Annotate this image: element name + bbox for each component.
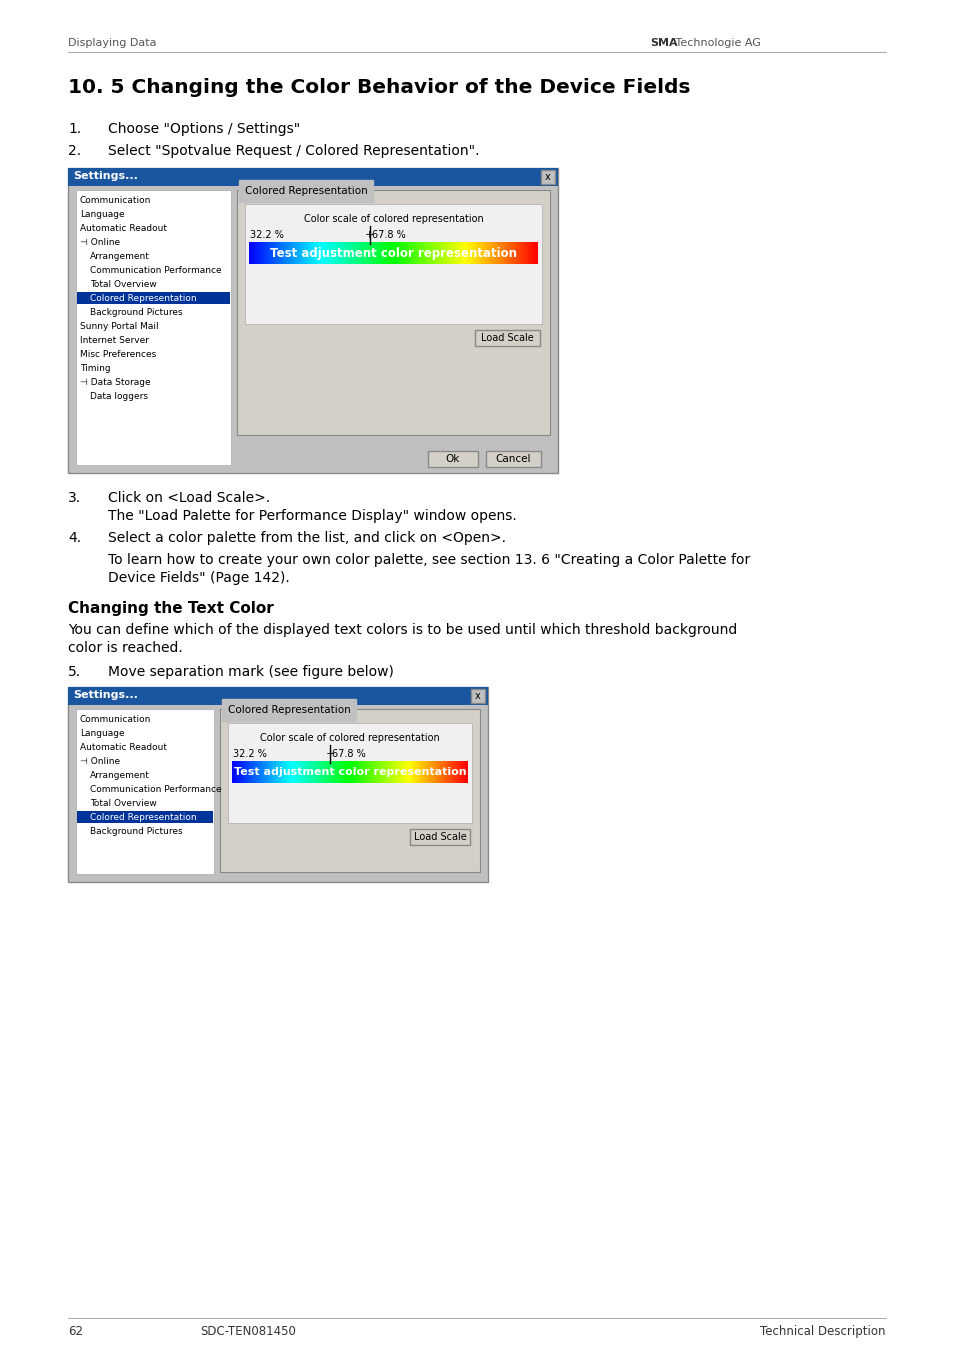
Text: Timing: Timing — [80, 364, 111, 373]
Text: Load Scale: Load Scale — [480, 333, 533, 343]
Bar — [76, 191, 231, 465]
Text: Communication: Communication — [80, 196, 152, 206]
Text: Total Overview: Total Overview — [90, 280, 156, 289]
Text: Move separation mark (see figure below): Move separation mark (see figure below) — [108, 665, 394, 679]
Text: Test adjustment color representation: Test adjustment color representation — [233, 767, 466, 777]
Text: Communication: Communication — [80, 715, 152, 725]
Text: Changing the Text Color: Changing the Text Color — [68, 602, 274, 617]
Text: Communication Performance: Communication Performance — [90, 266, 221, 274]
Text: color is reached.: color is reached. — [68, 641, 183, 654]
Text: Automatic Readout: Automatic Readout — [80, 744, 167, 752]
Text: You can define which of the displayed text colors is to be used until which thre: You can define which of the displayed te… — [68, 623, 737, 637]
Text: 1.: 1. — [68, 122, 81, 137]
Text: Total Overview: Total Overview — [90, 799, 156, 808]
Text: x: x — [475, 691, 480, 700]
Text: Background Pictures: Background Pictures — [90, 827, 182, 836]
Text: Data loggers: Data loggers — [90, 392, 148, 402]
Bar — [410, 829, 470, 845]
Text: x: x — [544, 172, 550, 183]
Text: Arrangement: Arrangement — [90, 771, 150, 780]
Bar — [220, 708, 479, 872]
Text: Automatic Readout: Automatic Readout — [80, 224, 167, 233]
Text: Sunny Portal Mail: Sunny Portal Mail — [80, 322, 158, 331]
Text: 62: 62 — [68, 1325, 83, 1338]
Text: 32.2 %: 32.2 % — [250, 230, 284, 241]
Bar — [236, 191, 550, 435]
Text: ⊣ Online: ⊣ Online — [80, 757, 120, 767]
Bar — [76, 708, 213, 873]
Text: 4.: 4. — [68, 531, 81, 545]
Text: 2.: 2. — [68, 145, 81, 158]
Text: Ok: Ok — [445, 454, 459, 464]
Bar — [485, 452, 540, 466]
Bar — [540, 170, 555, 184]
Bar — [245, 204, 541, 324]
Bar — [68, 168, 558, 473]
Text: Choose "Options / Settings": Choose "Options / Settings" — [108, 122, 300, 137]
Text: Language: Language — [80, 729, 125, 738]
Bar — [68, 687, 488, 704]
Bar — [77, 292, 230, 304]
Bar — [68, 687, 488, 882]
Text: Load Scale: Load Scale — [414, 831, 466, 842]
Text: 67.8 %: 67.8 % — [333, 749, 366, 758]
Bar — [68, 168, 558, 187]
Text: Color scale of colored representation: Color scale of colored representation — [303, 214, 483, 224]
Text: +: + — [326, 749, 335, 758]
Text: SMA: SMA — [649, 38, 677, 49]
Text: Arrangement: Arrangement — [90, 251, 150, 261]
Text: Settings...: Settings... — [73, 170, 138, 181]
Text: Select a color palette from the list, and click on <Open>.: Select a color palette from the list, an… — [108, 531, 505, 545]
Text: Colored Representation: Colored Representation — [245, 187, 367, 196]
Text: Background Pictures: Background Pictures — [90, 308, 182, 316]
Text: ⊣ Data Storage: ⊣ Data Storage — [80, 379, 151, 387]
Text: 32.2 %: 32.2 % — [233, 749, 267, 758]
Bar — [77, 811, 213, 823]
Text: Colored Representation: Colored Representation — [90, 293, 196, 303]
Bar — [228, 723, 472, 823]
Text: SDC-TEN081450: SDC-TEN081450 — [200, 1325, 295, 1338]
Text: Technical Description: Technical Description — [760, 1325, 885, 1338]
Bar — [428, 452, 477, 466]
Text: Click on <Load Scale>.: Click on <Load Scale>. — [108, 491, 270, 506]
Text: To learn how to create your own color palette, see section 13. 6 "Creating a Col: To learn how to create your own color pa… — [108, 553, 749, 566]
Text: Technologie AG: Technologie AG — [671, 38, 760, 49]
Text: Colored Representation: Colored Representation — [228, 704, 351, 715]
Text: Settings...: Settings... — [73, 690, 138, 700]
Text: 5.: 5. — [68, 665, 81, 679]
Text: Color scale of colored representation: Color scale of colored representation — [260, 733, 439, 744]
Text: Cancel: Cancel — [495, 454, 530, 464]
Text: Language: Language — [80, 210, 125, 219]
Text: Device Fields" (Page 142).: Device Fields" (Page 142). — [108, 571, 290, 585]
Text: Communication Performance: Communication Performance — [90, 786, 221, 794]
Text: +: + — [365, 230, 374, 241]
Text: Displaying Data: Displaying Data — [68, 38, 156, 49]
Text: 3.: 3. — [68, 491, 81, 506]
Text: The "Load Palette for Performance Display" window opens.: The "Load Palette for Performance Displa… — [108, 508, 517, 523]
Text: Colored Representation: Colored Representation — [90, 813, 196, 822]
Text: Misc Preferences: Misc Preferences — [80, 350, 156, 360]
Text: Select "Spotvalue Request / Colored Representation".: Select "Spotvalue Request / Colored Repr… — [108, 145, 479, 158]
Text: ⊣ Online: ⊣ Online — [80, 238, 120, 247]
Bar — [471, 690, 484, 703]
Text: 10. 5 Changing the Color Behavior of the Device Fields: 10. 5 Changing the Color Behavior of the… — [68, 78, 690, 97]
Text: 67.8 %: 67.8 % — [372, 230, 405, 241]
Bar — [475, 330, 539, 346]
Text: Internet Server: Internet Server — [80, 337, 149, 345]
Text: Test adjustment color representation: Test adjustment color representation — [270, 246, 517, 260]
